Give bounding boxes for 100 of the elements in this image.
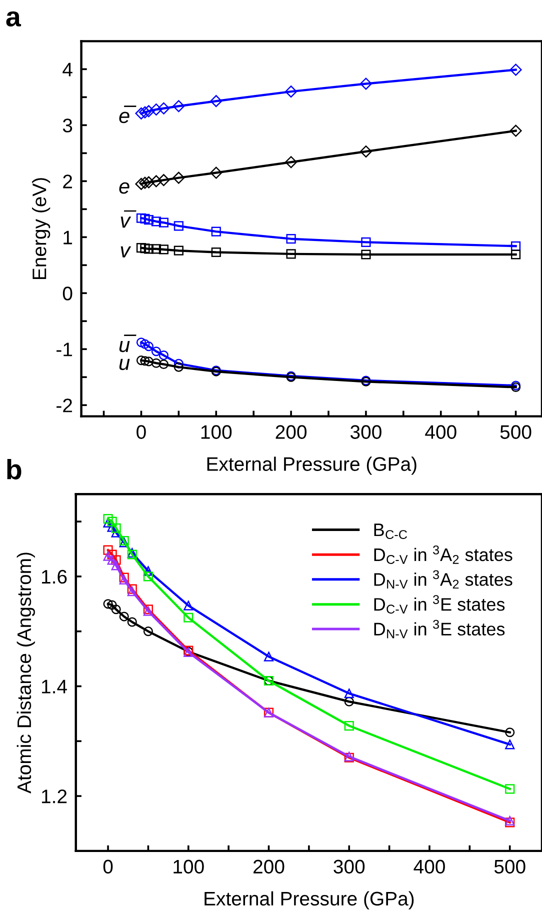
point — [286, 234, 296, 244]
point — [142, 105, 155, 118]
point — [107, 550, 117, 560]
point — [344, 696, 354, 706]
point — [119, 574, 129, 585]
point — [158, 350, 168, 360]
point — [151, 346, 162, 356]
point — [158, 174, 170, 186]
point — [144, 342, 154, 352]
x-tick-label: 100 — [201, 425, 232, 439]
y-tick-label: 1 — [64, 230, 72, 244]
x-tick-label: 400 — [414, 860, 445, 874]
point — [138, 106, 151, 118]
chart-title: b — [7, 459, 22, 480]
point — [144, 244, 154, 254]
point — [111, 523, 121, 533]
point — [111, 555, 121, 565]
y-tick-label: 3 — [62, 118, 72, 132]
x-tick-label: 100 — [174, 860, 204, 874]
point — [158, 359, 168, 370]
series-label: v̅ — [120, 210, 136, 228]
point — [510, 124, 522, 137]
point — [286, 249, 296, 259]
point — [107, 600, 117, 610]
point — [158, 244, 168, 254]
point — [111, 560, 121, 570]
point — [211, 226, 221, 236]
point — [510, 64, 522, 76]
point — [285, 86, 298, 98]
point — [158, 102, 170, 114]
point — [107, 516, 117, 526]
point — [285, 156, 298, 168]
point — [151, 358, 162, 368]
point — [505, 784, 515, 794]
point — [184, 612, 194, 622]
point — [150, 175, 162, 188]
point — [210, 166, 222, 179]
x-tick-label: 200 — [276, 425, 307, 439]
point — [135, 178, 148, 190]
point — [136, 213, 146, 223]
x-tick-label: 500 — [500, 425, 532, 439]
y-axis-title: Atomic Distance (Angstrom) — [16, 552, 35, 794]
point — [111, 604, 121, 614]
point — [510, 250, 521, 260]
y-tick-label: 1.2 — [42, 790, 67, 804]
x-tick-label: 0 — [103, 860, 113, 874]
x-tick-label: 0 — [136, 425, 146, 439]
y-tick-label: 0 — [62, 286, 72, 300]
point — [150, 103, 162, 116]
series-label: u̅ — [119, 334, 136, 352]
point — [142, 176, 155, 188]
point — [127, 617, 137, 627]
y-axis-title: Energy (eV) — [32, 178, 50, 280]
point — [210, 95, 222, 108]
point — [211, 247, 221, 258]
series-label: e — [119, 182, 130, 194]
point — [127, 586, 137, 596]
point — [140, 339, 150, 349]
point — [103, 599, 113, 609]
point — [344, 688, 354, 698]
point — [361, 237, 371, 247]
legend-label: D$_{N‐V}$ in $^{3}$A$_{2}$ states — [374, 570, 512, 589]
point — [103, 545, 113, 555]
legend-label: D$_{N‐V}$ in $^{3}$E states — [374, 620, 505, 638]
point — [140, 214, 150, 224]
point — [143, 626, 153, 636]
point — [127, 584, 137, 594]
x-tick-label: 400 — [425, 425, 456, 439]
point — [158, 218, 168, 228]
legend-label: D$_{C‐V}$ in $^{3}$A$_{2}$ states — [374, 545, 512, 564]
y-tick-label: 1.6 — [42, 570, 67, 584]
y-tick-label: 1.4 — [42, 680, 67, 694]
point — [119, 612, 129, 622]
series-label: v — [120, 246, 132, 258]
y-tick-label: 4 — [62, 62, 72, 76]
point — [360, 78, 372, 90]
point — [151, 216, 162, 226]
x-tick-label: 500 — [494, 860, 526, 874]
x-axis-title: External Pressure (GPa) — [204, 891, 414, 910]
point — [360, 145, 372, 158]
point — [174, 221, 184, 231]
point — [140, 244, 150, 254]
series-label: e̅ — [119, 106, 136, 124]
point — [184, 600, 194, 610]
point — [344, 720, 354, 731]
x-tick-label: 300 — [350, 425, 382, 439]
series-label: u — [119, 358, 130, 370]
y-tick-label: -2 — [56, 398, 72, 412]
x-tick-label: 200 — [254, 860, 284, 874]
chart-title: a — [6, 11, 22, 27]
point — [174, 246, 184, 256]
point — [144, 215, 154, 225]
legend-label: D$_{C‐V}$ in $^{3}$E states — [374, 595, 505, 614]
x-tick-label: 300 — [334, 860, 365, 874]
point — [136, 356, 146, 366]
point — [136, 242, 146, 253]
point — [136, 338, 146, 348]
y-tick-label: 2 — [63, 174, 72, 188]
point — [107, 555, 117, 565]
point — [144, 356, 154, 366]
